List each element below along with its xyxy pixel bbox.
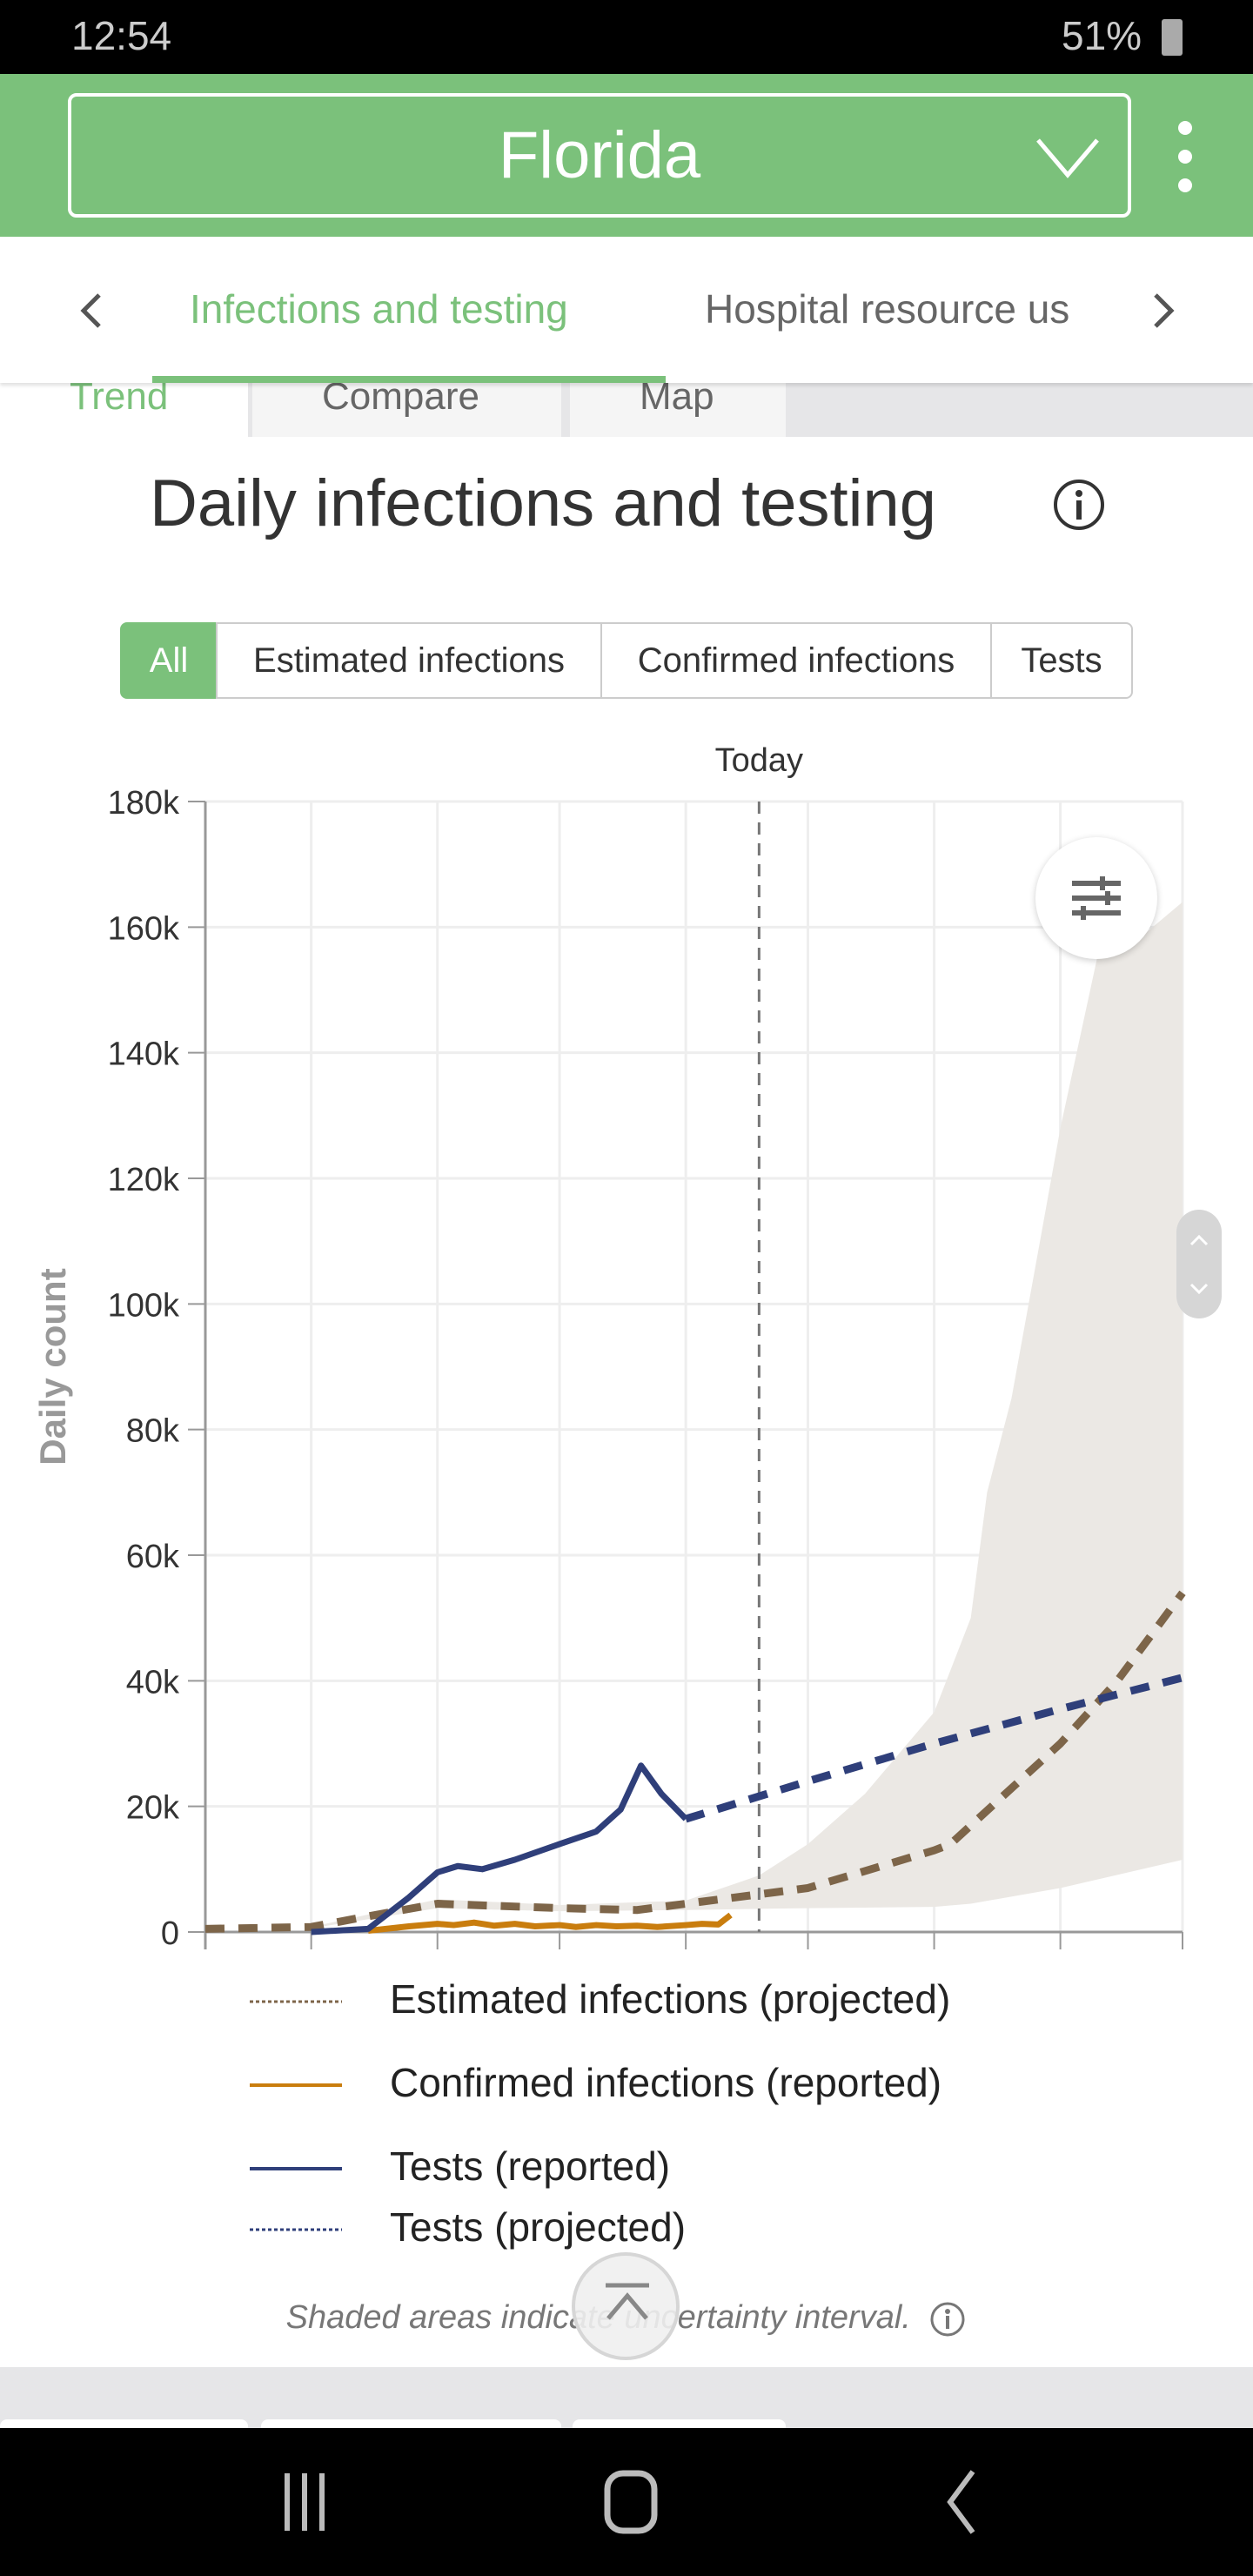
filter-tests[interactable]: Tests — [990, 622, 1133, 699]
chevron-right-icon[interactable] — [1150, 292, 1176, 330]
up-down-chevrons-icon — [1189, 1234, 1209, 1295]
legend-label-tests-projected: Tests (projected) — [390, 2204, 687, 2250]
x-tick-label: Aug 1 — [891, 1957, 977, 1958]
tab-edge — [0, 2419, 248, 2428]
page-title: Daily infections and testing — [150, 466, 937, 540]
y-tick-label: 140k — [108, 1036, 180, 1073]
android-nav-bar — [0, 2428, 1253, 2576]
legend-swatch-tests-reported — [250, 2167, 342, 2170]
series-line-2 — [311, 1762, 688, 1935]
x-tick-label: May 1 — [514, 1957, 604, 1958]
location-value: Florida — [498, 118, 701, 192]
header: Florida — [0, 74, 1253, 237]
arrow-up-to-top-icon — [606, 2283, 649, 2320]
chart-settings-button[interactable] — [1035, 837, 1157, 959]
chevron-left-icon[interactable] — [78, 292, 104, 330]
x-tick-label: Jul 1 — [773, 1957, 842, 1958]
back-icon[interactable] — [940, 2463, 983, 2541]
subtab-label: Map — [640, 383, 714, 418]
home-icon[interactable] — [600, 2463, 661, 2541]
today-label: Today — [715, 742, 803, 779]
uncertainty-band — [311, 902, 1183, 1929]
series-line-1 — [367, 1912, 733, 1935]
series-line-3 — [684, 1674, 1184, 1823]
chevron-down-icon — [1036, 138, 1099, 178]
chart: 0 20k 40k 60k 80k 100k 120k 140k 160k 180k Mar 1 Ap… — [32, 742, 1223, 1958]
legend-label-confirmed: Confirmed infections (reported) — [390, 2060, 942, 2105]
more-menu-icon[interactable] — [1170, 117, 1200, 196]
y-tick-label: 60k — [126, 1539, 180, 1575]
tab-edge — [261, 2419, 561, 2428]
x-tick-label: Sep 1 — [1017, 1957, 1103, 1958]
scroll-to-top-button[interactable] — [572, 2252, 680, 2360]
footer-area — [0, 2367, 1253, 2428]
legend-swatch-estimated — [250, 2000, 342, 2003]
tab-edge — [573, 2419, 786, 2428]
filter-estimated-infections[interactable]: Estimated infections — [216, 622, 602, 699]
y-tick-label: 100k — [108, 1287, 180, 1324]
status-bar: 12:54 51% — [0, 0, 1253, 74]
y-tick-label: 20k — [126, 1790, 180, 1827]
tab-infections-testing[interactable]: Infections and testing — [190, 286, 568, 332]
legend-label-tests-reported: Tests (reported) — [390, 2143, 671, 2189]
subtab-map[interactable]: Map — [570, 383, 786, 437]
subtab-label: Compare — [322, 383, 479, 418]
battery-icon — [1162, 19, 1183, 56]
info-icon[interactable] — [928, 2300, 967, 2338]
series-line-0 — [204, 1590, 1186, 1933]
active-tab-indicator — [152, 376, 666, 383]
subtab-label: Trend — [70, 383, 169, 418]
x-tick-label: Jun 1 — [646, 1957, 727, 1958]
x-tick-label: Apr 1 — [398, 1957, 477, 1958]
subtab-compare[interactable]: Compare — [252, 383, 561, 437]
recent-apps-icon[interactable] — [278, 2463, 331, 2541]
sliders-icon — [1072, 876, 1121, 920]
battery-level: 51% — [1062, 13, 1142, 58]
filter-confirmed-infections[interactable]: Confirmed infections — [600, 622, 992, 699]
y-tick-label: 180k — [108, 785, 180, 822]
legend-swatch-tests-projected — [250, 2228, 342, 2231]
y-tick-label: 0 — [161, 1915, 179, 1952]
subtab-trend[interactable]: Trend — [0, 383, 248, 437]
x-tick-label: Mar 1 — [269, 1957, 353, 1958]
y-tick-label: 120k — [108, 1162, 180, 1198]
view-tabs: Trend Compare Map — [0, 383, 1253, 437]
y-tick-label: 160k — [108, 910, 180, 947]
y-axis-title: Daily count — [32, 1268, 73, 1465]
legend-label-estimated: Estimated infections (projected) — [390, 1976, 951, 2022]
tab-hospital-resource[interactable]: Hospital resource us — [705, 286, 1070, 332]
y-tick-label: 80k — [126, 1413, 180, 1450]
filter-all[interactable]: All — [120, 622, 218, 699]
info-icon[interactable] — [1051, 477, 1107, 533]
scroll-handle[interactable] — [1176, 1210, 1222, 1318]
section-tabs: Infections and testing Hospital resource… — [0, 237, 1253, 383]
location-select[interactable]: Florida — [68, 93, 1131, 218]
y-tick-label: 40k — [126, 1664, 180, 1701]
status-time: 12:54 — [71, 13, 172, 58]
legend-swatch-confirmed — [250, 2083, 342, 2087]
x-tick-label: Oct 1 — [1143, 1957, 1223, 1958]
